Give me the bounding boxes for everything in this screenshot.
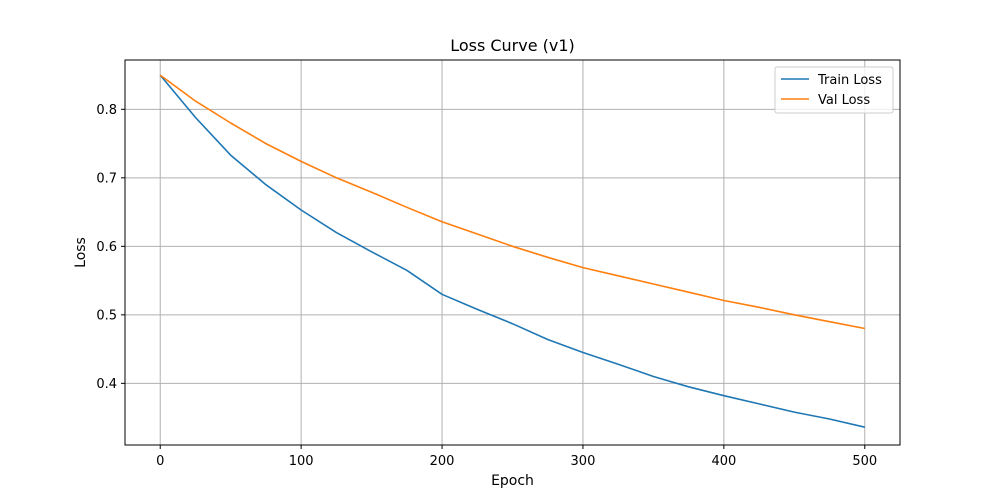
x-tick-label: 400 [711, 454, 736, 469]
series-lines [159, 74, 865, 428]
y-tick-label: 0.7 [96, 171, 117, 186]
x-tick-label: 200 [430, 454, 455, 469]
x-axis-label: Epoch [491, 473, 534, 489]
y-tick-label: 0.8 [96, 103, 117, 118]
x-tick-label: 300 [571, 454, 596, 469]
series-line-val-loss [159, 74, 865, 330]
chart-title: Loss Curve (v1) [450, 36, 575, 55]
plot-frame [124, 59, 901, 446]
legend-label-train-loss: Train Loss [817, 73, 882, 88]
x-tick-label: 0 [156, 454, 164, 469]
axis-ticks: 0 100 200 300 400 500 0.4 0.5 0.6 0.7 0.8 [96, 103, 877, 469]
y-tick-label: 0.4 [96, 377, 117, 392]
grid [125, 60, 900, 445]
legend-label-val-loss: Val Loss [818, 93, 870, 108]
y-tick-label: 0.5 [96, 308, 117, 323]
series-line-train-loss [159, 74, 865, 428]
x-tick-label: 100 [289, 454, 314, 469]
y-axis-label: Loss [73, 237, 89, 268]
y-tick-label: 0.6 [96, 240, 117, 255]
x-tick-label: 500 [852, 454, 877, 469]
legend: Train Loss Val Loss [774, 66, 894, 114]
